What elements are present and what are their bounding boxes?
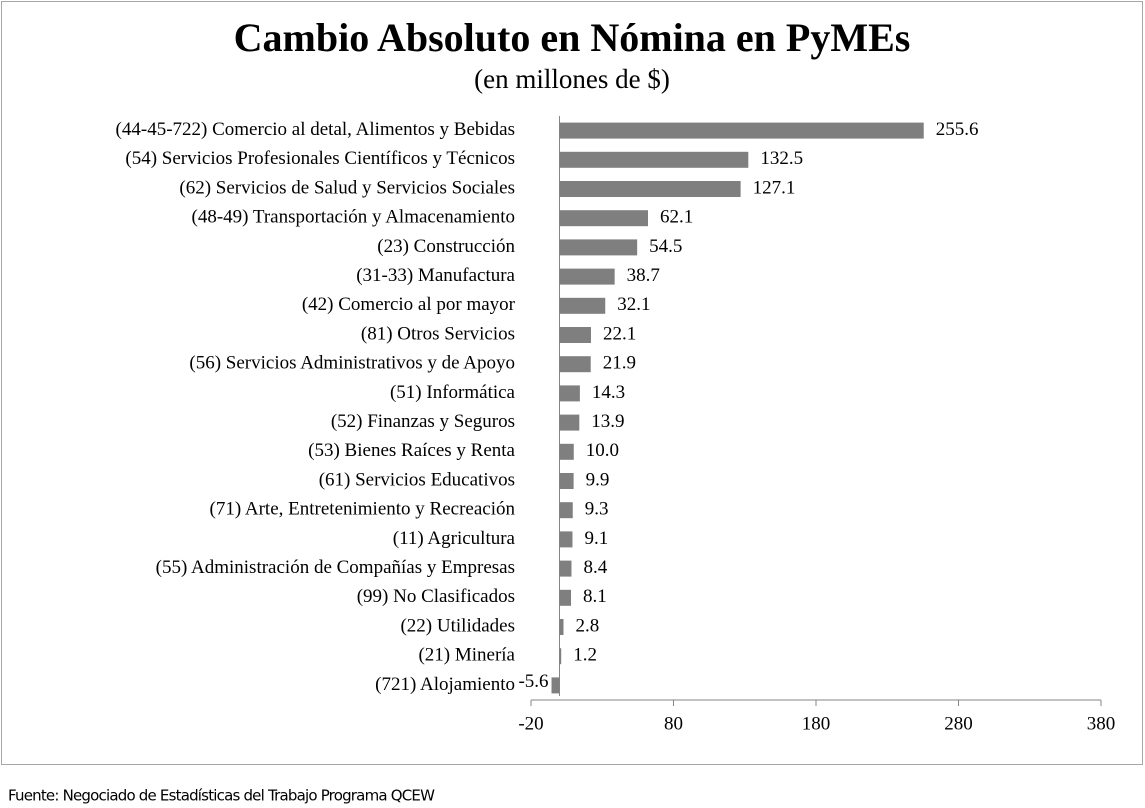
value-label: 2.8 [575, 615, 599, 636]
y-tick-label: (62) Servicios de Salud y Servicios Soci… [179, 177, 515, 198]
y-tick-label: (23) Construcción [377, 236, 515, 257]
value-label: -5.6 [518, 671, 548, 692]
x-tick-label: 80 [664, 713, 683, 734]
chart-border [1, 1, 1143, 765]
value-label: 14.3 [592, 382, 625, 403]
bar [559, 443, 574, 460]
y-tick-label: (44-45-722) Comercio al detal, Alimentos… [116, 119, 515, 140]
bar [559, 502, 573, 519]
bar [559, 414, 580, 431]
y-tick-label: (56) Servicios Administrativos y de Apoy… [189, 353, 515, 374]
bar [559, 619, 564, 635]
value-label: 10.0 [586, 440, 619, 461]
value-label: 9.1 [584, 528, 608, 549]
y-tick-label: (11) Agricultura [393, 528, 516, 549]
value-label: 62.1 [660, 207, 693, 228]
bar [559, 356, 591, 373]
value-label: 127.1 [753, 177, 796, 198]
y-tick-label: (55) Administración de Compañías y Empre… [156, 557, 515, 578]
bar [559, 327, 591, 343]
bar [559, 151, 749, 168]
bar [559, 239, 638, 256]
x-tick-label: 380 [1087, 713, 1116, 734]
bar [559, 122, 924, 139]
value-label: 13.9 [591, 411, 624, 432]
y-tick-label: (81) Otros Servicios [361, 323, 515, 344]
x-tick-label: 180 [802, 713, 831, 734]
y-tick-label: (21) Minería [418, 645, 515, 666]
y-tick-label: (31-33) Manufactura [356, 265, 515, 286]
y-tick-label: (22) Utilidades [400, 615, 515, 636]
bar [559, 560, 572, 577]
bar [559, 648, 562, 665]
value-label: 22.1 [603, 323, 636, 344]
value-label: 8.4 [583, 557, 607, 578]
bar [559, 297, 606, 314]
value-label: 54.5 [649, 236, 682, 257]
y-tick-label: (53) Bienes Raíces y Renta [308, 440, 515, 461]
y-tick-label: (61) Servicios Educativos [319, 469, 515, 490]
bar [559, 268, 615, 285]
bar [559, 531, 573, 548]
value-label: 1.2 [573, 645, 597, 666]
x-tick-label: 280 [944, 713, 973, 734]
bar [559, 385, 580, 402]
chart-title: Cambio Absoluto en Nómina en PyMEs [234, 15, 911, 60]
y-tick-label: (42) Comercio al por mayor [302, 294, 516, 315]
y-tick-label: (51) Informática [390, 382, 516, 403]
value-label: 21.9 [603, 353, 636, 374]
bar [559, 210, 648, 227]
y-tick-label: (48-49) Transportación y Almacenamiento [192, 207, 515, 228]
y-tick-label: (99) No Clasificados [357, 586, 515, 607]
y-tick-label: (52) Finanzas y Seguros [331, 411, 515, 432]
chart-subtitle: (en millones de $) [474, 64, 670, 94]
y-tick-label: (721) Alojamiento [375, 674, 515, 695]
value-label: 8.1 [583, 586, 607, 607]
value-label: 132.5 [760, 148, 803, 169]
bar [551, 677, 560, 694]
value-label: 32.1 [617, 294, 650, 315]
value-label: 38.7 [627, 265, 660, 286]
value-label: 9.9 [586, 469, 610, 490]
x-tick-label: -20 [518, 713, 543, 734]
value-label: 9.3 [585, 499, 609, 520]
value-label: 255.6 [936, 119, 979, 140]
y-tick-label: (71) Arte, Entretenimiento y Recreación [210, 499, 516, 520]
source-note: Fuente: Negociado de Estadísticas del Tr… [8, 787, 435, 805]
bar [559, 473, 574, 489]
bar [559, 589, 572, 606]
bar [559, 181, 741, 197]
y-tick-label: (54) Servicios Profesionales Científicos… [125, 148, 515, 169]
